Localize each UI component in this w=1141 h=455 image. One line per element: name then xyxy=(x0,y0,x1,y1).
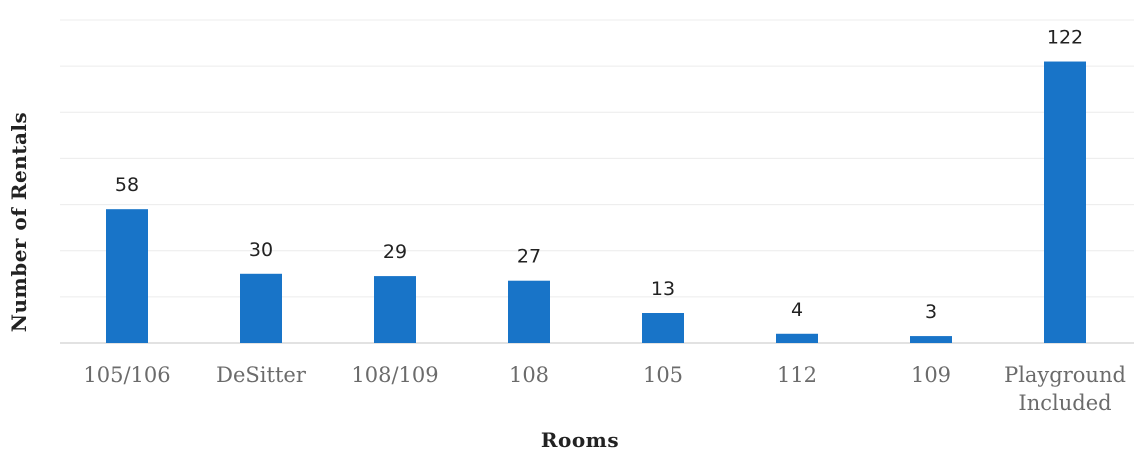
data-label: 30 xyxy=(249,239,273,261)
chart-bars xyxy=(106,61,1086,344)
bar xyxy=(374,276,416,343)
data-label: 29 xyxy=(383,241,407,263)
bar xyxy=(1044,61,1086,344)
bar xyxy=(106,209,148,343)
category-label: Playground Included xyxy=(1004,363,1126,415)
data-label: 3 xyxy=(925,301,937,323)
bar xyxy=(508,280,550,343)
category-label: 108/109 xyxy=(351,363,438,387)
category-label: 105/106 xyxy=(83,363,170,387)
category-label: 105 xyxy=(643,363,683,387)
data-label: 58 xyxy=(115,174,139,196)
category-label: 112 xyxy=(777,363,817,387)
x-axis-title: Rooms xyxy=(541,428,619,452)
y-axis-title: Number of Rentals xyxy=(7,112,31,333)
chart-data-labels: 58 30 29 27 13 4 3 122 xyxy=(115,27,1083,324)
bar xyxy=(910,336,952,343)
chart-category-labels: 105/106 DeSitter 108/109 108 105 112 109 Playgr… xyxy=(83,363,1126,415)
category-label: 109 xyxy=(911,363,951,387)
bar xyxy=(776,333,818,343)
data-label: 13 xyxy=(651,278,675,300)
data-label: 27 xyxy=(517,246,541,268)
category-label: DeSitter xyxy=(216,363,307,387)
chart-gridlines xyxy=(60,19,1134,344)
bar xyxy=(642,313,684,343)
data-label: 4 xyxy=(791,299,803,321)
data-label: 122 xyxy=(1047,27,1083,49)
category-label: 108 xyxy=(509,363,549,387)
bar xyxy=(240,273,282,343)
